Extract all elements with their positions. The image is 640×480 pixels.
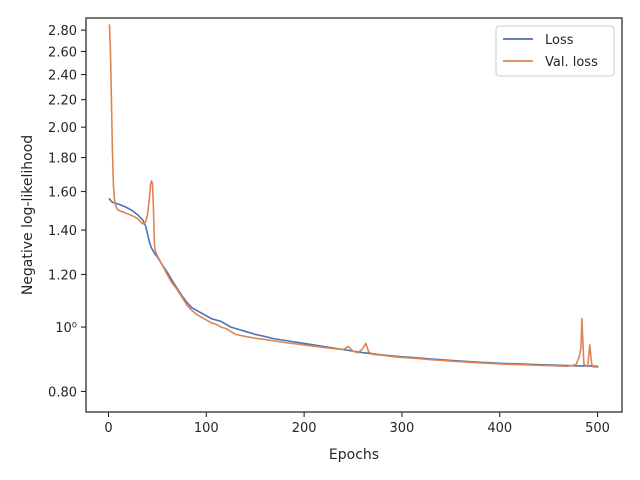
y-tick-label: 2.40 [48, 69, 77, 84]
y-tick-label: 2.60 [48, 45, 77, 60]
x-tick-label: 400 [487, 421, 512, 436]
series-line-val-loss [108, 24, 599, 369]
y-tick-label: 10⁰ [55, 321, 77, 336]
y-tick-label: 1.80 [48, 152, 77, 167]
y-tick-label: 2.80 [48, 24, 77, 39]
x-tick-label: 500 [585, 421, 610, 436]
y-tick-label: 2.00 [48, 121, 77, 136]
y-tick-label: 1.20 [48, 269, 77, 284]
y-tick-label: 0.80 [48, 385, 77, 400]
x-axis-ticks: 0 100 200 300 400 500 [104, 412, 610, 436]
legend-label-loss: Loss [545, 33, 574, 48]
x-tick-label: 0 [104, 421, 112, 436]
x-axis-label: Epochs [329, 447, 379, 463]
legend: Loss Val. loss [495, 25, 615, 77]
x-tick-label: 100 [194, 421, 219, 436]
x-tick-label: 300 [390, 421, 415, 436]
series-layer [108, 24, 599, 369]
y-axis-ticks: 0.80 10⁰ 1.20 1.40 1.60 1.80 2.00 2.20 2.40 2.60 2… [48, 24, 86, 400]
y-tick-label: 2.20 [48, 94, 77, 109]
y-tick-label: 1.40 [48, 224, 77, 239]
legend-label-val-loss: Val. loss [545, 55, 598, 70]
plot-frame [85, 17, 623, 413]
y-tick-label: 1.60 [48, 186, 77, 201]
x-tick-label: 200 [292, 421, 317, 436]
y-axis-label: Negative log-likelihood [20, 135, 36, 295]
